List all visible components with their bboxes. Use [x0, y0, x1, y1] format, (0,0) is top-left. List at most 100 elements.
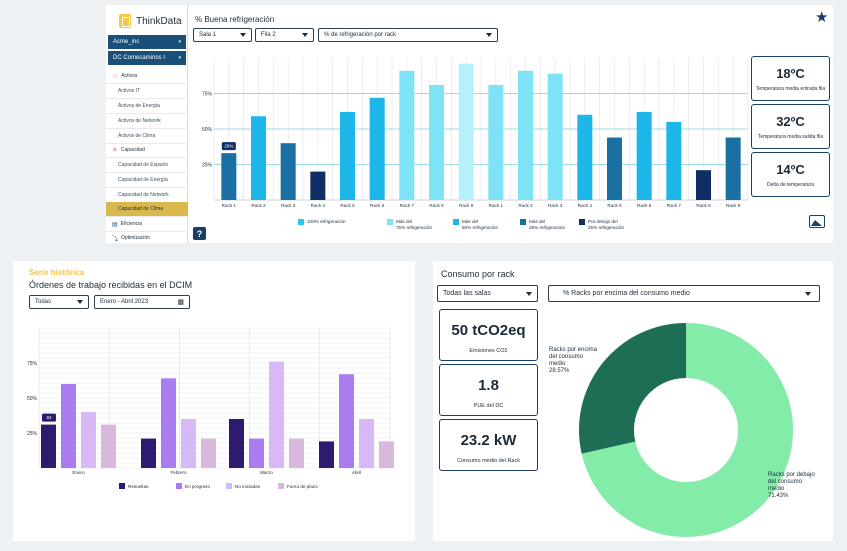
dropdown-value: Fila 2	[261, 32, 276, 38]
donut-slice	[581, 323, 793, 537]
kpi-value: 18ºC	[776, 66, 805, 81]
sidebar-item-label: Activos de Network	[118, 118, 161, 124]
sidebar: ThinkData Acme_inc ▾ DC Comecaminos I ▾ ☆ A…	[106, 5, 188, 246]
legend-label: No iniciadas	[235, 484, 261, 489]
sidebar-item-eficiencia[interactable]: ▤ Eficiencia	[106, 217, 188, 232]
donut-label-below: Racks por debajo del consumo medio 71.43…	[768, 472, 815, 500]
legend-label: En progreso	[185, 484, 210, 489]
kpi-card-delta: 14ºC Delta de temperatura	[751, 152, 830, 197]
sidebar-item-activos-it[interactable]: Activos IT	[106, 84, 188, 99]
kpi-label: Delta de temperatura	[767, 182, 814, 188]
x-tick-label: Rack 9	[726, 203, 741, 208]
dc-select-value: DC Comecaminos I	[113, 55, 166, 61]
label-line: medio	[549, 361, 566, 367]
legend-label: 25% refrigeración	[588, 225, 624, 230]
sidebar-item-activos-network[interactable]: Activos de Network	[106, 114, 188, 129]
kpi-card-salida: 32ºC Temperatura media salida fila	[751, 104, 830, 149]
caret-down-icon	[526, 291, 532, 296]
x-tick-label: Rack 6	[637, 203, 652, 208]
chevron-down-icon: ▾	[178, 39, 181, 45]
rooms-filter-dropdown[interactable]: Todas las salas	[437, 285, 538, 302]
x-tick-label: Rack 7	[400, 203, 415, 208]
x-tick-label: Rack 8	[429, 203, 444, 208]
favorite-star-icon[interactable]: ★	[815, 9, 829, 26]
donut-label-above: Racks por encima del consumo medio 28.57…	[549, 347, 597, 375]
sidebar-item-activos-clima[interactable]: Activos de Clima	[106, 129, 188, 144]
sidebar-item-capacidad-network[interactable]: Capacidad de Network	[106, 188, 188, 203]
legend-label: Fuera de plazo	[287, 484, 318, 489]
y-tick-label: 75%	[27, 361, 38, 367]
bar-tooltip	[221, 142, 236, 151]
y-tick-label: 50%	[202, 127, 213, 133]
sidebar-item-capacidad-energia[interactable]: Capacidad de Energía	[106, 173, 188, 188]
bar	[81, 412, 96, 468]
metric-value: 23.2 kW	[460, 432, 517, 449]
bar-tooltip	[42, 413, 56, 422]
bar	[61, 384, 76, 468]
legend-swatch	[387, 219, 393, 225]
kpi-label: Temperatura media salida fila	[757, 134, 824, 140]
sidebar-section-activos[interactable]: ☆ Activos	[106, 69, 188, 84]
logo-icon	[119, 14, 131, 28]
work-orders-panel: Serie histórica Órdenes de trabajo recib…	[13, 261, 415, 541]
bar	[429, 84, 444, 200]
bar	[340, 111, 355, 200]
sidebar-item-capacidad-espacio[interactable]: Capacidad de Espacio	[106, 158, 188, 173]
sidebar-item-optimizacion[interactable]: ⤵ Optimización	[106, 231, 188, 246]
legend-label: 75% refrigeración	[396, 225, 432, 230]
kpi-value: 14ºC	[776, 162, 805, 177]
legend-swatch	[226, 483, 232, 489]
sidebar-item-capacidad-clima[interactable]: Capacidad de Clima	[106, 202, 188, 217]
x-tick-label: Rack 5	[607, 203, 622, 208]
bar	[280, 143, 296, 200]
bar	[666, 121, 682, 200]
legend-swatch	[520, 219, 526, 225]
x-tick-label: Rack 2	[251, 203, 266, 208]
dc-select[interactable]: DC Comecaminos I ▾	[108, 51, 186, 65]
fila-dropdown[interactable]: Fila 2	[255, 28, 314, 42]
x-tick-label: Rack 2	[518, 203, 533, 208]
panel-title: Órdenes de trabajo recibidas en el DCIM	[29, 280, 193, 290]
x-tick-label: Abril	[352, 470, 361, 475]
sidebar-item-label: Eficiencia	[120, 221, 143, 227]
sidebar-item-label: Optimización	[121, 235, 150, 241]
legend-label: Más del	[529, 219, 545, 224]
help-button[interactable]: ?	[193, 227, 206, 240]
bar	[636, 111, 652, 200]
bar	[577, 114, 593, 200]
status-filter-dropdown[interactable]: Todas	[29, 295, 89, 309]
section-label: Activos	[121, 73, 138, 79]
bar	[458, 63, 474, 201]
chevron-down-icon: ▾	[178, 55, 181, 61]
bar	[289, 438, 304, 468]
app-logo[interactable]: ThinkData	[119, 13, 182, 29]
org-select[interactable]: Acme_inc ▾	[108, 35, 186, 49]
sidebar-section-capacidad[interactable]: ✳ Capacidad	[106, 143, 188, 158]
x-tick-label: Rack 1	[489, 203, 504, 208]
panel-title: % Buena refrigeración	[195, 15, 275, 24]
consumption-metric-dropdown[interactable]: % Racks por encima del consumo medio	[548, 285, 820, 302]
dropdown-value: % Racks por encima del consumo medio	[563, 290, 690, 297]
chart-icon: ▤	[112, 221, 118, 228]
bar	[141, 438, 156, 468]
bar	[221, 153, 237, 200]
cooling-panel: ThinkData Acme_inc ▾ DC Comecaminos I ▾ ☆ A…	[106, 5, 833, 246]
star-outline-icon: ☆	[112, 73, 119, 80]
sala-dropdown[interactable]: Sala 1	[193, 28, 252, 42]
metric-card-pue: 1.8 PUE del DC	[439, 364, 538, 416]
metric-value: 50 tCO2eq	[451, 322, 526, 339]
metric-dropdown[interactable]: % de refrigeración por rack	[318, 28, 498, 42]
bar	[339, 374, 354, 468]
caret-down-icon	[805, 291, 811, 296]
dropdown-value: Todas	[35, 299, 52, 305]
bar	[725, 137, 741, 200]
bar	[269, 361, 284, 468]
sidebar-item-label: Activos de Clima	[118, 133, 156, 139]
panel-title: Consumo por rack	[441, 269, 515, 279]
date-range-picker[interactable]: Enero - Abril 2023 ▦	[94, 295, 190, 309]
metric-card-rack-consumption: 23.2 kW Consumo medio del Rack	[439, 419, 538, 471]
tooltip-text: 29%	[224, 144, 233, 149]
x-tick-label: Rack 3	[281, 203, 296, 208]
sidebar-item-activos-energia[interactable]: Activos de Energía	[106, 99, 188, 114]
image-export-icon[interactable]	[809, 215, 825, 228]
